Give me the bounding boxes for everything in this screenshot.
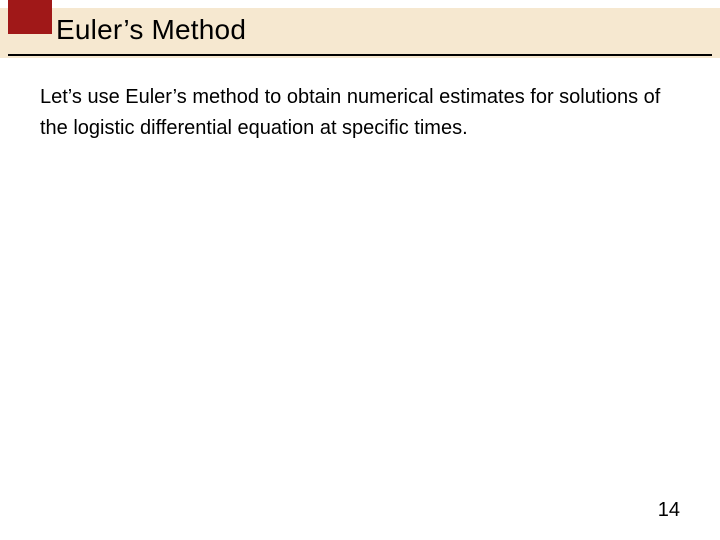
- accent-block: [8, 0, 52, 34]
- page-number: 14: [658, 499, 680, 522]
- slide-title: Euler’s Method: [56, 14, 246, 46]
- body-paragraph: Let’s use Euler’s method to obtain numer…: [40, 82, 680, 144]
- title-underline: [8, 54, 712, 56]
